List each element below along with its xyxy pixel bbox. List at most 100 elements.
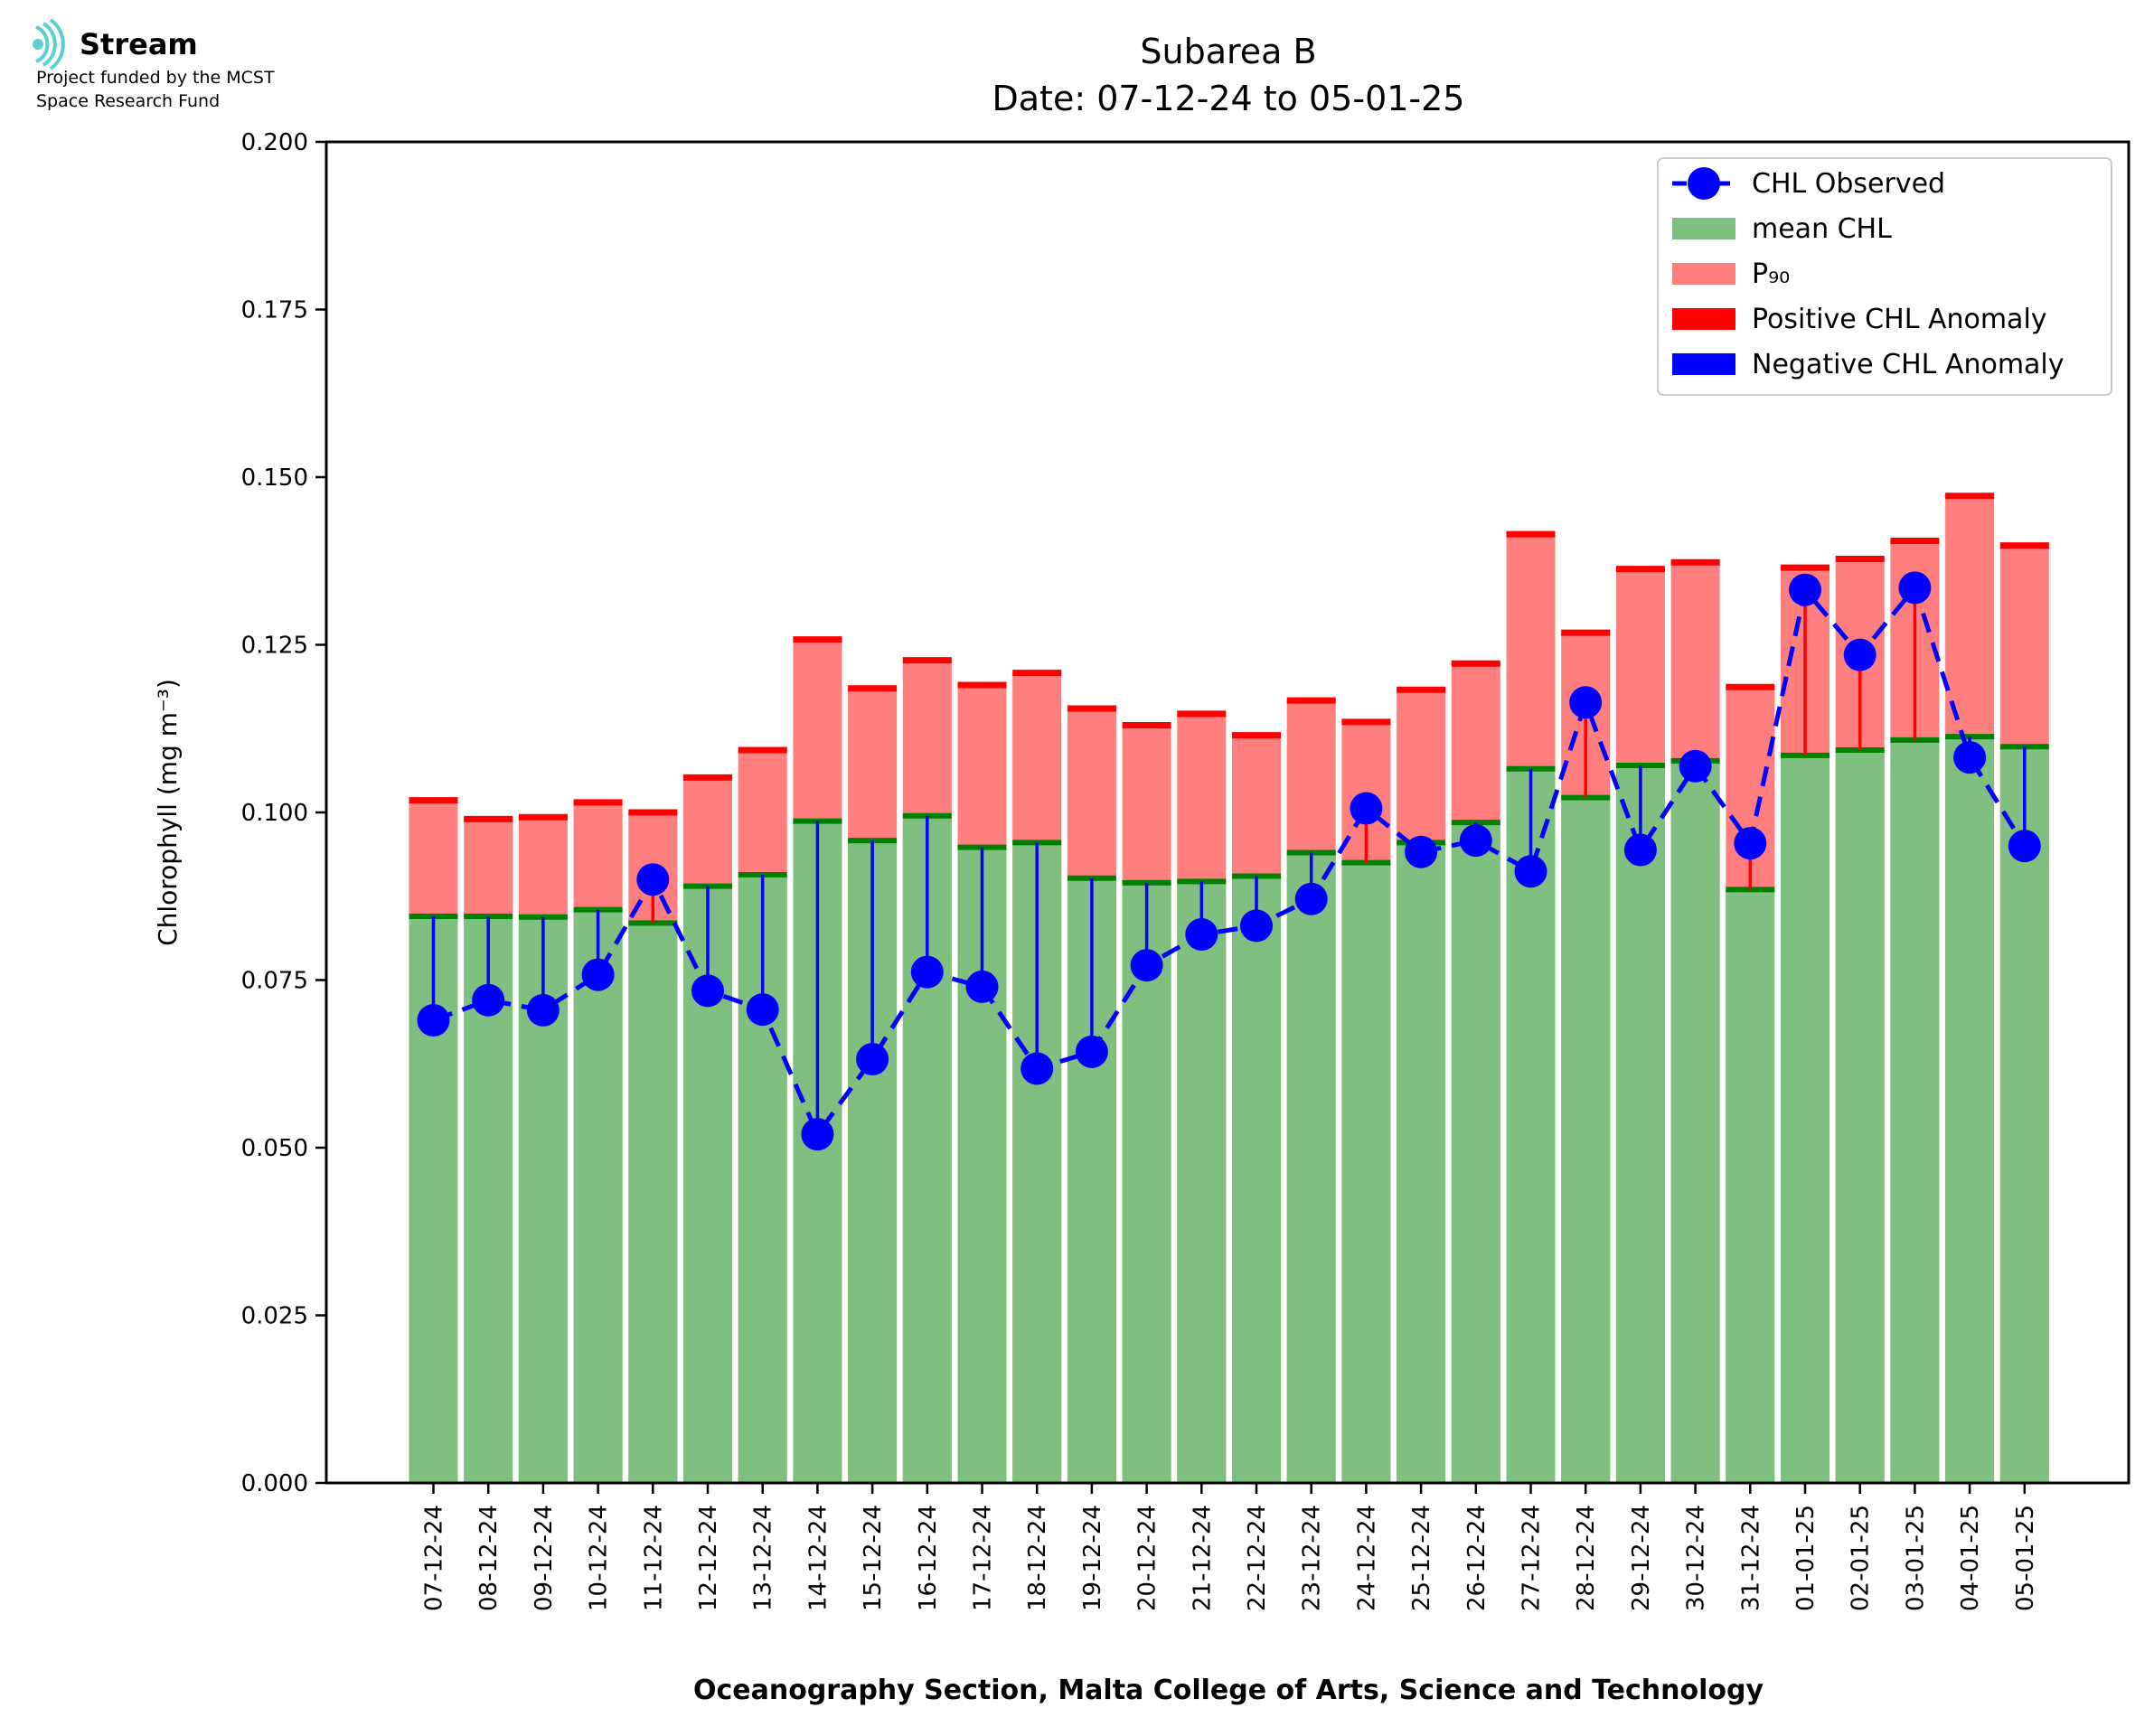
x-tick-label: 05-01-25 — [2012, 1505, 2039, 1611]
legend-box — [1657, 157, 2112, 396]
y-tick-label: 0.025 — [241, 1303, 308, 1330]
chl-observed-point — [526, 993, 560, 1027]
x-tick-label: 20-12-24 — [1134, 1505, 1162, 1611]
chl-observed-point — [2008, 830, 2041, 863]
chl-observed-point — [1294, 882, 1328, 915]
x-tick-label: 16-12-24 — [915, 1505, 942, 1611]
chart-title: Subarea B — [1140, 32, 1316, 71]
chl-observed-point — [1240, 909, 1273, 943]
stream-logo: Stream Project funded by the MCST Space … — [33, 18, 275, 111]
chl-observed-point — [801, 1118, 834, 1151]
mean-chl-bar — [1506, 768, 1556, 1483]
stream-logo-line1: Project funded by the MCST — [36, 68, 275, 88]
chl-observed-point — [1679, 749, 1712, 783]
chl-observed-point — [1130, 949, 1163, 982]
legend-swatch — [1672, 308, 1735, 330]
y-axis-label: Chlorophyll (mg m⁻³) — [153, 679, 183, 946]
stream-logo-icon — [33, 18, 65, 70]
legend-label: P₉₀ — [1752, 258, 1790, 290]
mean-chl-bar — [1232, 876, 1281, 1483]
chl-observed-point — [1953, 741, 1987, 774]
chl-observed-point — [965, 970, 999, 1003]
mean-chl-bar — [1286, 852, 1336, 1483]
x-tick-label: 17-12-24 — [970, 1505, 997, 1611]
chl-observed-point — [691, 974, 724, 1008]
chl-observed-point — [581, 958, 615, 991]
legend-label: mean CHL — [1752, 213, 1892, 245]
mean-chl-bar — [1615, 765, 1665, 1483]
x-tick-label: 02-01-25 — [1848, 1505, 1875, 1611]
y-tick-label: 0.200 — [241, 129, 308, 156]
mean-chl-bar — [1451, 822, 1500, 1483]
mean-chl-bar — [1945, 737, 1995, 1483]
x-axis-label: Oceanography Section, Malta College of A… — [693, 1675, 1764, 1706]
x-tick-label: 23-12-24 — [1299, 1505, 1326, 1611]
x-tick-label: 09-12-24 — [531, 1505, 558, 1611]
legend-label: Negative CHL Anomaly — [1752, 349, 2065, 380]
x-tick-label: 28-12-24 — [1573, 1505, 1600, 1611]
chl-observed-point — [417, 1004, 450, 1037]
x-tick-label: 10-12-24 — [586, 1505, 613, 1611]
x-axis: 07-12-24 08-12-24 09-12-24 10-12-24 11-12-24… — [421, 1483, 2039, 1611]
y-tick-label: 0.175 — [241, 297, 308, 324]
x-tick-label: 31-12-24 — [1737, 1505, 1764, 1611]
chl-observed-point — [1459, 824, 1492, 858]
x-tick-label: 26-12-24 — [1463, 1505, 1491, 1611]
x-tick-label: 19-12-24 — [1079, 1505, 1106, 1611]
mean-chl-bar — [1781, 755, 1829, 1483]
chl-observed-point — [1569, 686, 1603, 719]
x-tick-label: 13-12-24 — [750, 1505, 777, 1611]
legend-swatch — [1672, 218, 1735, 239]
y-tick-label: 0.100 — [241, 800, 308, 827]
chl-observed-line — [432, 583, 2027, 1140]
legend-label: CHL Observed — [1752, 168, 1945, 200]
chl-observed-point — [472, 983, 505, 1017]
chl-observed-point — [1185, 918, 1218, 952]
legend-swatch-marker — [1688, 167, 1720, 200]
mean-chl-bar — [1177, 881, 1227, 1483]
x-tick-label: 29-12-24 — [1628, 1505, 1655, 1611]
y-tick-label: 0.075 — [241, 968, 308, 995]
y-tick-label: 0.050 — [241, 1135, 308, 1162]
chart-subtitle: Date: 07-12-24 to 05-01-25 — [992, 79, 1465, 118]
plot-line — [417, 571, 2041, 1151]
stream-logo-line2: Space Research Fund — [36, 91, 220, 111]
mean-chl-bar — [1561, 797, 1611, 1483]
x-tick-label: 15-12-24 — [860, 1505, 887, 1611]
x-tick-label: 03-01-25 — [1902, 1505, 1929, 1611]
chl-observed-point — [746, 993, 779, 1027]
chl-observed-point — [1789, 573, 1821, 606]
y-tick-label: 0.125 — [241, 633, 308, 660]
legend-swatch — [1672, 263, 1735, 285]
mean-chl-bar — [1670, 760, 1720, 1483]
chl-observed-point — [1405, 835, 1438, 868]
x-tick-label: 27-12-24 — [1519, 1505, 1546, 1611]
chl-observed-point — [1021, 1052, 1054, 1085]
mean-chl-bar — [1122, 882, 1171, 1483]
plot-bars — [409, 493, 2049, 1483]
y-tick-label: 0.150 — [241, 464, 308, 492]
x-tick-label: 22-12-24 — [1244, 1505, 1271, 1611]
chl-observed-point — [856, 1043, 889, 1076]
y-axis: 0.000 0.025 0.050 0.075 0.100 0.125 0.150 0.175… — [241, 129, 326, 1497]
x-tick-label: 30-12-24 — [1683, 1505, 1710, 1611]
mean-chl-bar — [1999, 746, 2049, 1483]
x-tick-label: 25-12-24 — [1408, 1505, 1435, 1611]
legend-label: Positive CHL Anomaly — [1752, 304, 2047, 335]
x-tick-label: 14-12-24 — [804, 1505, 832, 1611]
chl-observed-point — [1843, 638, 1877, 671]
chl-observed-point — [1514, 855, 1547, 888]
x-tick-label: 12-12-24 — [695, 1505, 722, 1611]
x-tick-label: 18-12-24 — [1024, 1505, 1051, 1611]
chl-observed-point — [1898, 571, 1932, 605]
mean-chl-bar — [1890, 739, 1940, 1483]
chl-observed-point — [1734, 827, 1767, 860]
mean-chl-bar — [1397, 842, 1446, 1483]
x-tick-label: 11-12-24 — [640, 1505, 667, 1611]
mean-chl-bar — [1835, 749, 1885, 1483]
x-tick-label: 24-12-24 — [1353, 1505, 1380, 1611]
stream-logo-name: Stream — [80, 27, 198, 61]
mean-chl-bar — [1726, 889, 1775, 1483]
x-tick-label: 07-12-24 — [421, 1505, 448, 1611]
